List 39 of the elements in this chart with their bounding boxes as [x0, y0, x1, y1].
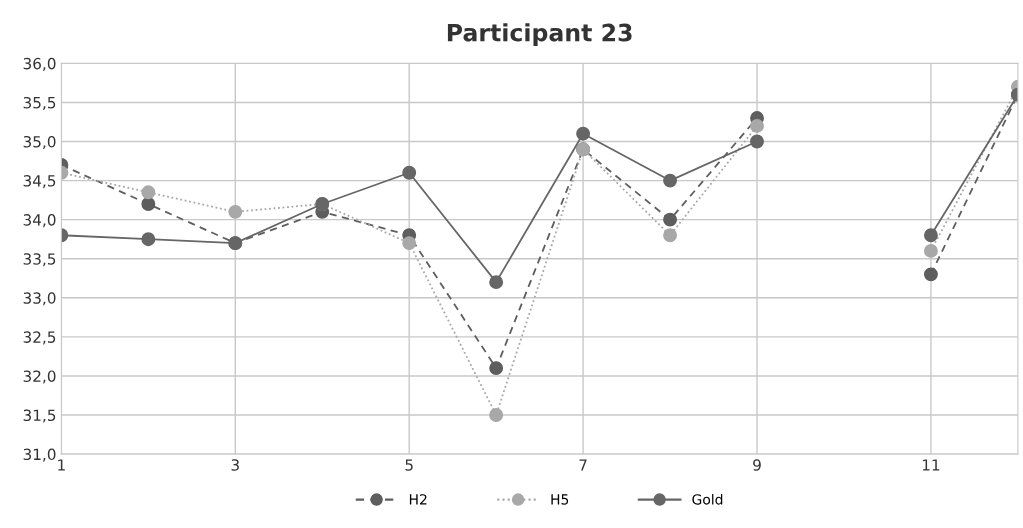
y-tick-label: 33,0	[23, 292, 56, 306]
x-tick-label: 1	[58, 459, 65, 471]
legend-label: Gold	[692, 493, 723, 505]
point	[576, 126, 591, 141]
y-tick-label: 32,5	[23, 331, 56, 345]
legend-label: H5	[551, 494, 569, 505]
point	[402, 165, 417, 180]
y-tick-label: 33,5	[23, 253, 56, 267]
point	[750, 118, 764, 133]
x-tick-label: 5	[405, 459, 413, 471]
y-tick-label: 34,0	[23, 214, 56, 228]
point	[663, 228, 678, 243]
point	[663, 173, 678, 188]
point	[228, 204, 243, 219]
y-tick-label: 31,0	[23, 448, 56, 462]
x-tick-label: 9	[753, 459, 761, 471]
x-tick-label: 7	[579, 459, 587, 471]
point	[923, 228, 938, 243]
y-tick-label: 34,5	[23, 175, 56, 189]
point	[750, 134, 764, 149]
y-tick-label: 35,0	[23, 135, 56, 150]
y-tick-label: 35,5	[23, 96, 56, 111]
point	[489, 275, 504, 290]
legend-label: H2	[409, 494, 427, 505]
point	[663, 212, 678, 227]
y-tick-label: 36,0	[23, 57, 56, 71]
point	[141, 197, 156, 211]
point	[402, 236, 417, 251]
chart-title: Participant 23	[447, 23, 632, 47]
point	[141, 185, 156, 200]
point	[489, 408, 504, 422]
point	[489, 361, 504, 376]
y-tick-label: 31,5	[23, 409, 56, 423]
point	[141, 232, 156, 247]
point	[923, 267, 938, 282]
y-tick-label: 32,0	[23, 370, 56, 384]
x-tick-label: 11	[922, 459, 940, 471]
x-tick-label: 3	[231, 459, 239, 471]
point	[923, 243, 938, 258]
